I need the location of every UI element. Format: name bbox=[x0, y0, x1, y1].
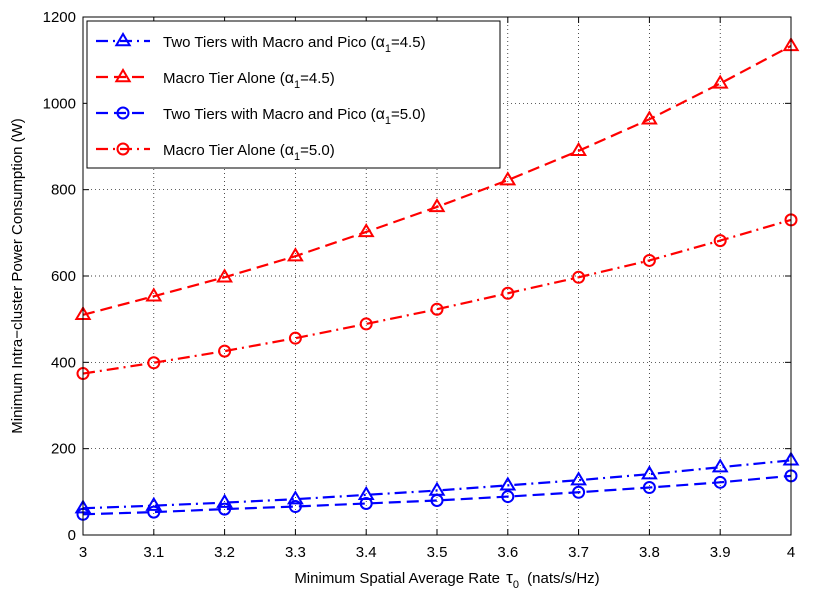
data-point bbox=[711, 74, 729, 89]
legend-box bbox=[86, 20, 501, 169]
legend-marker bbox=[114, 32, 132, 47]
x-tick-label: 3.8 bbox=[639, 544, 660, 561]
y-tick-label: 0 bbox=[68, 527, 76, 544]
data-point bbox=[147, 505, 161, 519]
legend-label: Macro Tier Alone (α1=4.5) bbox=[163, 70, 335, 91]
y-tick-label: 800 bbox=[51, 182, 76, 199]
data-point bbox=[216, 493, 234, 508]
data-point bbox=[499, 171, 517, 186]
series-2 bbox=[74, 36, 800, 321]
data-point bbox=[642, 481, 656, 495]
data-point bbox=[501, 286, 515, 300]
series-line bbox=[82, 474, 792, 516]
x-axis-label: Minimum Spatial Average Rate τ0 (nats/s/… bbox=[294, 568, 599, 592]
data-point bbox=[286, 490, 304, 505]
legend-label: Two Tiers with Macro and Pico (α1=4.5) bbox=[163, 34, 426, 55]
x-tick-label: 3.7 bbox=[568, 544, 589, 561]
legend-label: Macro Tier Alone (α1=5.0) bbox=[163, 142, 335, 163]
legend-marker bbox=[114, 68, 132, 83]
data-point bbox=[570, 471, 588, 486]
legend-entry-2: Macro Tier Alone (α1=4.5) bbox=[96, 68, 335, 91]
x-axis-label-symbol: τ bbox=[506, 568, 513, 587]
data-point bbox=[218, 502, 232, 516]
y-tick-label: 1000 bbox=[43, 95, 76, 112]
data-point bbox=[572, 270, 586, 284]
data-point bbox=[357, 223, 375, 238]
y-tick-label: 1200 bbox=[43, 9, 76, 26]
data-point bbox=[499, 476, 517, 491]
x-axis-label-subscript: 0 bbox=[513, 579, 519, 591]
x-tick-label: 3.6 bbox=[497, 544, 518, 561]
data-point bbox=[642, 253, 656, 267]
data-point bbox=[640, 110, 658, 125]
data-point bbox=[216, 268, 234, 283]
data-point bbox=[147, 356, 161, 370]
y-tick-label: 200 bbox=[51, 441, 76, 458]
data-point bbox=[711, 458, 729, 473]
x-tick-label: 3.5 bbox=[427, 544, 448, 561]
data-point bbox=[428, 197, 446, 213]
series-line bbox=[82, 218, 792, 375]
x-tick-label: 3.3 bbox=[285, 544, 306, 561]
series-line bbox=[82, 459, 792, 510]
legend-label: Two Tiers with Macro and Pico (α1=5.0) bbox=[163, 106, 426, 127]
series-3 bbox=[76, 469, 798, 521]
data-point bbox=[357, 485, 375, 501]
x-tick-label: 3.1 bbox=[143, 544, 164, 561]
data-point bbox=[359, 317, 373, 331]
x-axis-label-unit: (nats/s/Hz) bbox=[527, 570, 600, 587]
data-point bbox=[570, 141, 588, 157]
data-point bbox=[286, 247, 304, 262]
data-point bbox=[501, 490, 515, 504]
axis-ticks: 3 3.1 3.2 3.3 3.4 3.5 3.6 3.7 3.8 3.9 4 0 200 400 600 8… bbox=[43, 9, 796, 561]
data-point bbox=[572, 485, 586, 499]
x-tick-label: 3.9 bbox=[710, 544, 731, 561]
data-point bbox=[359, 496, 373, 510]
data-point bbox=[430, 493, 444, 507]
x-tick-label: 3.4 bbox=[356, 544, 377, 561]
y-tick-label: 400 bbox=[51, 354, 76, 371]
data-point bbox=[145, 496, 163, 511]
data-point bbox=[640, 465, 658, 480]
data-point bbox=[430, 302, 444, 316]
x-axis-label-text: Minimum Spatial Average Rate bbox=[294, 570, 500, 587]
legend-entry-1: Two Tiers with Macro and Pico (α1=4.5) bbox=[96, 32, 426, 55]
x-tick-label: 3.2 bbox=[214, 544, 235, 561]
legend-entry-4: Macro Tier Alone (α1=5.0) bbox=[96, 142, 335, 163]
legend-entry-3: Two Tiers with Macro and Pico (α1=5.0) bbox=[96, 106, 426, 127]
x-tick-label: 3 bbox=[79, 544, 87, 561]
series-line bbox=[82, 44, 792, 316]
data-point bbox=[288, 500, 302, 514]
legend: Two Tiers with Macro and Pico (α1=4.5) Ma… bbox=[86, 20, 501, 169]
data-point bbox=[713, 475, 727, 489]
legend-marker bbox=[116, 106, 130, 120]
data-point bbox=[218, 344, 232, 358]
series-layer bbox=[74, 36, 800, 521]
legend-marker bbox=[116, 142, 130, 156]
series-4 bbox=[76, 213, 798, 381]
x-tick-label: 4 bbox=[787, 544, 795, 561]
y-axis-label: Minimum Intra−cluster Power Consumption … bbox=[9, 118, 26, 434]
data-point bbox=[713, 234, 727, 248]
y-tick-label: 600 bbox=[51, 268, 76, 285]
data-point bbox=[145, 287, 163, 302]
data-point bbox=[288, 331, 302, 345]
